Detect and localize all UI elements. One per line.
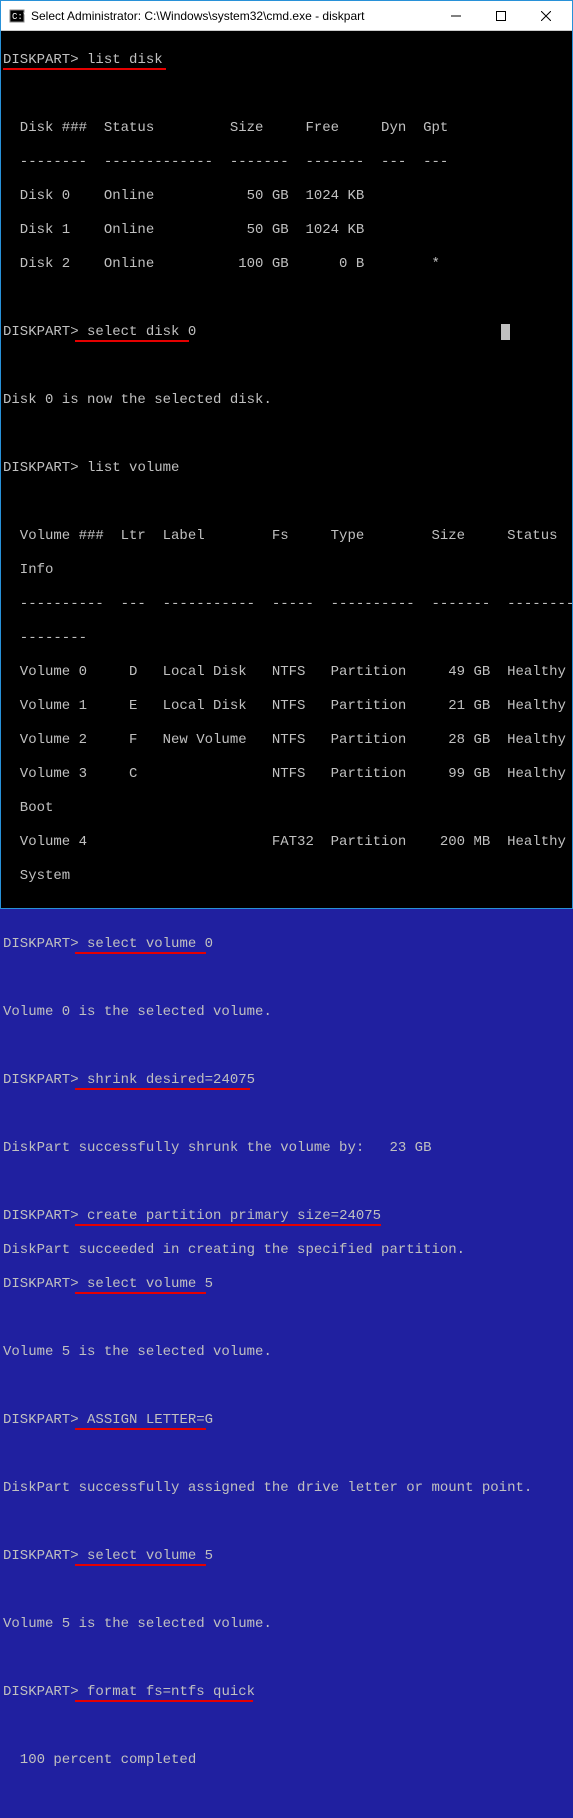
message: DiskPart succeeded in creating the speci…	[3, 1242, 570, 1259]
vol-divider: --------	[3, 630, 570, 647]
disk-row: Disk 1 Online 50 GB 1024 KB	[3, 222, 570, 239]
vol-row: Volume 0 D Local Disk NTFS Partition 49 …	[3, 664, 570, 681]
disk-row: Disk 0 Online 50 GB 1024 KB	[3, 188, 570, 205]
vol-header: Volume ### Ltr Label Fs Type Size Status	[3, 528, 570, 545]
prompt-line: DISKPART> create partition primary size=…	[3, 1208, 570, 1225]
blank-line	[3, 1310, 570, 1327]
vol-row: Volume 2 F New Volume NTFS Partition 28 …	[3, 732, 570, 749]
prompt-line: DISKPART> ASSIGN LETTER=G	[3, 1412, 570, 1429]
vol-row: Boot	[3, 800, 570, 817]
blank-line	[3, 1650, 570, 1667]
prompt-line: DISKPART> select disk 0	[3, 324, 570, 341]
vol-row: Volume 4 FAT32 Partition 200 MB Healthy	[3, 834, 570, 851]
message: DiskPart successfully assigned the drive…	[3, 1480, 570, 1497]
blank-line	[3, 1786, 570, 1803]
prompt-line: DISKPART> shrink desired=24075	[3, 1072, 570, 1089]
disk-divider: -------- ------------- ------- ------- -…	[3, 154, 570, 171]
blank-line	[3, 1174, 570, 1191]
message: Disk 0 is now the selected disk.	[3, 392, 570, 409]
window-title: Select Administrator: C:\Windows\system3…	[31, 9, 433, 23]
message: DiskPart successfully shrunk the volume …	[3, 1140, 570, 1157]
blank-line	[3, 290, 570, 307]
prompt-line: DISKPART> list volume	[3, 460, 570, 477]
prompt-line: DISKPART> format fs=ntfs quick	[3, 1684, 570, 1701]
prompt-line: DISKPART> select volume 5	[3, 1276, 570, 1293]
prompt-line: DISKPART> list disk	[3, 52, 570, 69]
blank-line	[3, 358, 570, 375]
blank-line	[3, 1378, 570, 1395]
window-titlebar: C:\ Select Administrator: C:\Windows\sys…	[1, 1, 572, 31]
maximize-button[interactable]	[478, 2, 523, 30]
blank-line	[3, 902, 570, 919]
blank-line	[3, 1038, 570, 1055]
prompt-line: DISKPART> select volume 5	[3, 1548, 570, 1565]
terminal-output[interactable]: DISKPART> list disk Disk ### Status Size…	[1, 31, 572, 1818]
blank-line	[3, 1514, 570, 1531]
cmd-window: C:\ Select Administrator: C:\Windows\sys…	[0, 0, 573, 909]
vol-header: Info	[3, 562, 570, 579]
cursor	[501, 324, 510, 340]
message: Volume 5 is the selected volume.	[3, 1616, 570, 1633]
vol-row: Volume 1 E Local Disk NTFS Partition 21 …	[3, 698, 570, 715]
message: Volume 5 is the selected volume.	[3, 1344, 570, 1361]
blank-line	[3, 1582, 570, 1599]
close-button[interactable]	[523, 2, 568, 30]
cmd-icon: C:\	[9, 8, 25, 24]
vol-row: System	[3, 868, 570, 885]
blank-line	[3, 426, 570, 443]
svg-text:C:\: C:\	[12, 12, 25, 22]
window-controls	[433, 2, 568, 30]
blank-line	[3, 1718, 570, 1735]
blank-line	[3, 970, 570, 987]
vol-row: Volume 3 C NTFS Partition 99 GB Healthy	[3, 766, 570, 783]
blank-line	[3, 494, 570, 511]
blank-line	[3, 1446, 570, 1463]
minimize-button[interactable]	[433, 2, 478, 30]
prompt-line: DISKPART> select volume 0	[3, 936, 570, 953]
blank-line	[3, 86, 570, 103]
message: Volume 0 is the selected volume.	[3, 1004, 570, 1021]
message: 100 percent completed	[3, 1752, 570, 1769]
disk-header: Disk ### Status Size Free Dyn Gpt	[3, 120, 570, 137]
vol-divider: ---------- --- ----------- ----- -------…	[3, 596, 570, 613]
disk-row: Disk 2 Online 100 GB 0 B *	[3, 256, 570, 273]
blank-line	[3, 1106, 570, 1123]
